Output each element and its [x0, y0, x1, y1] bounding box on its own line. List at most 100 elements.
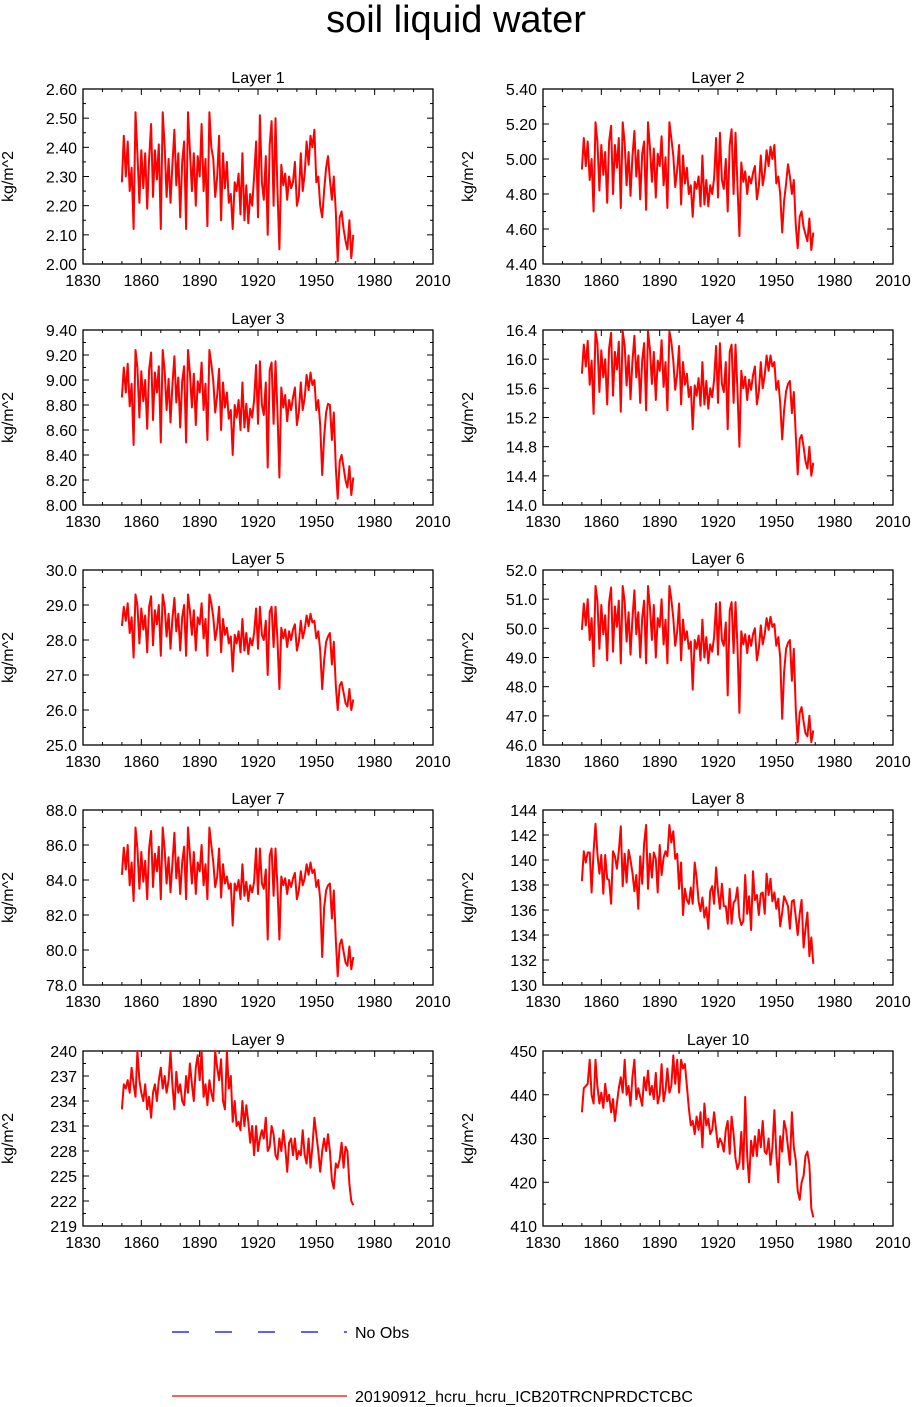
- x-tick-label: 1920: [240, 1235, 276, 1252]
- y-axis-label: kg/m^2: [460, 151, 477, 202]
- y-tick-label: 225: [50, 1169, 77, 1186]
- x-tick-label: 1980: [817, 1235, 853, 1252]
- y-tick-label: 5.00: [506, 152, 537, 169]
- x-tick-label: 1860: [584, 754, 620, 771]
- y-tick-label: 14.0: [506, 498, 537, 515]
- x-tick-label: 1830: [65, 1235, 101, 1252]
- panel-layer-6: Layer 6 kg/m^2 1830 1860 1890 1920 1950 1980 201…: [460, 551, 911, 771]
- x-tick-label: 1920: [240, 514, 276, 531]
- x-tick-label: 1830: [525, 754, 561, 771]
- y-tick-label: 8.40: [46, 448, 77, 465]
- x-tick-label: 1950: [299, 754, 335, 771]
- y-tick-label: 47.0: [506, 709, 537, 726]
- panel-title: Layer 2: [691, 70, 744, 87]
- panel-title: Layer 10: [687, 1032, 749, 1049]
- y-tick-label: 46.0: [506, 738, 537, 755]
- panel-title: Layer 5: [231, 551, 284, 568]
- y-tick-label: 9.40: [46, 323, 77, 340]
- x-tick-label: 1860: [124, 1235, 160, 1252]
- y-tick-label: 231: [50, 1119, 77, 1136]
- series-line: [580, 330, 815, 477]
- series-line: [120, 1050, 355, 1206]
- x-tick-label: 1860: [124, 994, 160, 1011]
- y-tick-label: 142: [510, 828, 537, 845]
- y-tick-label: 430: [510, 1132, 537, 1149]
- x-tick-label: 2010: [415, 994, 451, 1011]
- y-tick-label: 144: [510, 803, 537, 820]
- x-tick-label: 2010: [415, 273, 451, 290]
- y-tick-label: 140: [510, 853, 537, 870]
- x-tick-label: 1920: [700, 994, 736, 1011]
- y-tick-label: 25.0: [46, 738, 77, 755]
- y-tick-label: 4.80: [506, 187, 537, 204]
- y-tick-label: 80.0: [46, 943, 77, 960]
- y-tick-label: 29.0: [46, 598, 77, 615]
- y-tick-label: 2.20: [46, 199, 77, 216]
- y-tick-label: 88.0: [46, 803, 77, 820]
- y-axis-label: kg/m^2: [0, 872, 17, 923]
- x-tick-label: 1980: [357, 1235, 393, 1252]
- y-tick-label: 228: [50, 1144, 77, 1161]
- legend-label: 20190912_hcru_hcru_ICB20TRCNPRDCTCBC: [355, 1389, 693, 1406]
- y-tick-label: 30.0: [46, 563, 77, 580]
- y-tick-label: 51.0: [506, 592, 537, 609]
- panel-layer-9: Layer 9 kg/m^2 1830 1860 1890 1920 1950 1980 201…: [0, 1032, 451, 1252]
- y-tick-label: 82.0: [46, 908, 77, 925]
- y-tick-label: 5.20: [506, 117, 537, 134]
- x-tick-label: 1830: [525, 514, 561, 531]
- y-tick-label: 5.40: [506, 82, 537, 99]
- y-axis-label: kg/m^2: [0, 392, 17, 443]
- x-tick-label: 1950: [299, 273, 335, 290]
- x-tick-label: 1980: [817, 754, 853, 771]
- y-tick-label: 134: [510, 928, 537, 945]
- x-tick-label: 1920: [700, 273, 736, 290]
- y-tick-label: 2.30: [46, 170, 77, 187]
- y-axis-label: kg/m^2: [460, 872, 477, 923]
- y-tick-label: 50.0: [506, 621, 537, 638]
- x-tick-label: 2010: [415, 754, 451, 771]
- y-tick-label: 440: [510, 1088, 537, 1105]
- panel-title: Layer 3: [231, 311, 284, 328]
- x-tick-label: 1950: [759, 1235, 795, 1252]
- panel-layer-4: Layer 4 kg/m^2 1830 1860 1890 1920 1950 1980 201…: [460, 311, 911, 531]
- y-tick-label: 420: [510, 1175, 537, 1192]
- x-tick-label: 1920: [700, 514, 736, 531]
- x-tick-label: 2010: [875, 754, 911, 771]
- panel-title: Layer 6: [691, 551, 744, 568]
- y-tick-label: 130: [510, 978, 537, 995]
- y-tick-label: 9.20: [46, 348, 77, 365]
- panel-title: Layer 8: [691, 791, 744, 808]
- x-tick-label: 2010: [875, 514, 911, 531]
- x-tick-label: 1950: [299, 1235, 335, 1252]
- x-tick-label: 1890: [182, 273, 218, 290]
- panel-layer-10: Layer 10 kg/m^2 1830 1860 1890 1920 1950 1980 20…: [460, 1032, 911, 1252]
- y-tick-label: 8.60: [46, 423, 77, 440]
- y-tick-label: 234: [50, 1094, 77, 1111]
- x-tick-label: 1830: [525, 1235, 561, 1252]
- series-line: [120, 593, 355, 711]
- x-tick-label: 1950: [759, 754, 795, 771]
- y-tick-label: 15.2: [506, 411, 537, 428]
- y-tick-label: 4.40: [506, 257, 537, 274]
- y-tick-label: 14.4: [506, 469, 537, 486]
- series-line: [580, 822, 815, 964]
- y-tick-label: 8.80: [46, 398, 77, 415]
- y-tick-label: 8.20: [46, 473, 77, 490]
- x-tick-label: 1950: [299, 514, 335, 531]
- x-tick-label: 1890: [182, 514, 218, 531]
- x-tick-label: 1920: [240, 994, 276, 1011]
- y-tick-label: 26.0: [46, 703, 77, 720]
- y-tick-label: 2.50: [46, 111, 77, 128]
- panel-layer-3: Layer 3 kg/m^2 1830 1860 1890 1920 1950 1980 201…: [0, 311, 451, 531]
- x-tick-label: 1950: [299, 994, 335, 1011]
- y-tick-label: 86.0: [46, 838, 77, 855]
- y-tick-label: 240: [50, 1044, 77, 1061]
- y-tick-label: 4.60: [506, 222, 537, 239]
- x-tick-label: 1980: [357, 273, 393, 290]
- y-tick-label: 14.8: [506, 440, 537, 457]
- panel-title: Layer 1: [231, 70, 284, 87]
- x-tick-label: 1920: [240, 754, 276, 771]
- x-tick-label: 1830: [525, 994, 561, 1011]
- series-line: [120, 349, 355, 500]
